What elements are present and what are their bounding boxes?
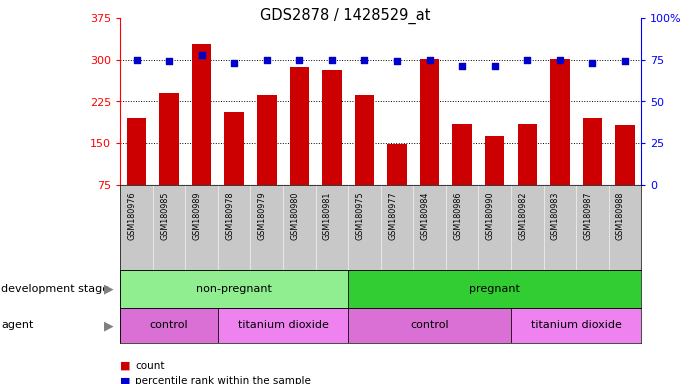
Bar [615,125,635,185]
Point [587,60,598,66]
Bar [348,308,511,343]
Point [554,57,565,63]
Bar [126,118,146,185]
Point [619,58,630,65]
Text: GSM180975: GSM180975 [355,192,364,240]
Bar [453,124,472,185]
Point [131,57,142,63]
Text: GSM180988: GSM180988 [616,192,625,240]
Text: GSM180978: GSM180978 [225,192,234,240]
Text: control: control [150,321,189,331]
Text: ▶: ▶ [104,283,113,296]
Bar [120,308,218,343]
Bar [322,70,341,185]
Text: GSM180986: GSM180986 [453,192,462,240]
Text: GSM180976: GSM180976 [128,192,137,240]
Bar [550,59,569,185]
Bar [485,136,504,185]
Text: GSM180982: GSM180982 [518,192,527,240]
Point [359,57,370,63]
Text: development stage: development stage [1,284,109,294]
Bar [257,95,276,185]
Text: non-pregnant: non-pregnant [196,284,272,294]
Bar [290,67,309,185]
Text: count: count [135,361,165,371]
Point [261,57,272,63]
Bar [348,270,641,308]
Bar [354,95,375,185]
Text: GSM180984: GSM180984 [421,192,430,240]
Point [522,57,533,63]
Bar [387,144,407,185]
Bar [518,124,537,185]
Bar [583,118,602,185]
Text: GDS2878 / 1428529_at: GDS2878 / 1428529_at [261,8,430,24]
Text: GSM180979: GSM180979 [258,192,267,240]
Text: GSM180987: GSM180987 [583,192,592,240]
Text: ■: ■ [120,376,131,384]
Point [457,63,468,70]
Text: GSM180980: GSM180980 [290,192,299,240]
Text: GSM180990: GSM180990 [486,192,495,240]
Text: GSM180981: GSM180981 [323,192,332,240]
Text: titanium dioxide: titanium dioxide [531,321,622,331]
Point [196,52,207,58]
Point [392,58,403,65]
Text: ■: ■ [120,361,131,371]
Point [326,57,337,63]
Bar [420,59,439,185]
Point [164,58,175,65]
Point [489,63,500,70]
Point [229,60,240,66]
Bar [120,270,348,308]
Text: percentile rank within the sample: percentile rank within the sample [135,376,312,384]
Text: ▶: ▶ [104,319,113,332]
Text: GSM180983: GSM180983 [551,192,560,240]
Point [294,57,305,63]
Text: GSM180989: GSM180989 [193,192,202,240]
Bar [218,308,348,343]
Point [424,57,435,63]
Text: GSM180985: GSM180985 [160,192,169,240]
Bar [192,44,211,185]
Text: GSM180977: GSM180977 [388,192,397,240]
Text: titanium dioxide: titanium dioxide [238,321,328,331]
Text: agent: agent [1,321,34,331]
Bar [160,93,179,185]
Text: pregnant: pregnant [469,284,520,294]
Bar [225,111,244,185]
Bar [511,308,641,343]
Text: control: control [410,321,449,331]
